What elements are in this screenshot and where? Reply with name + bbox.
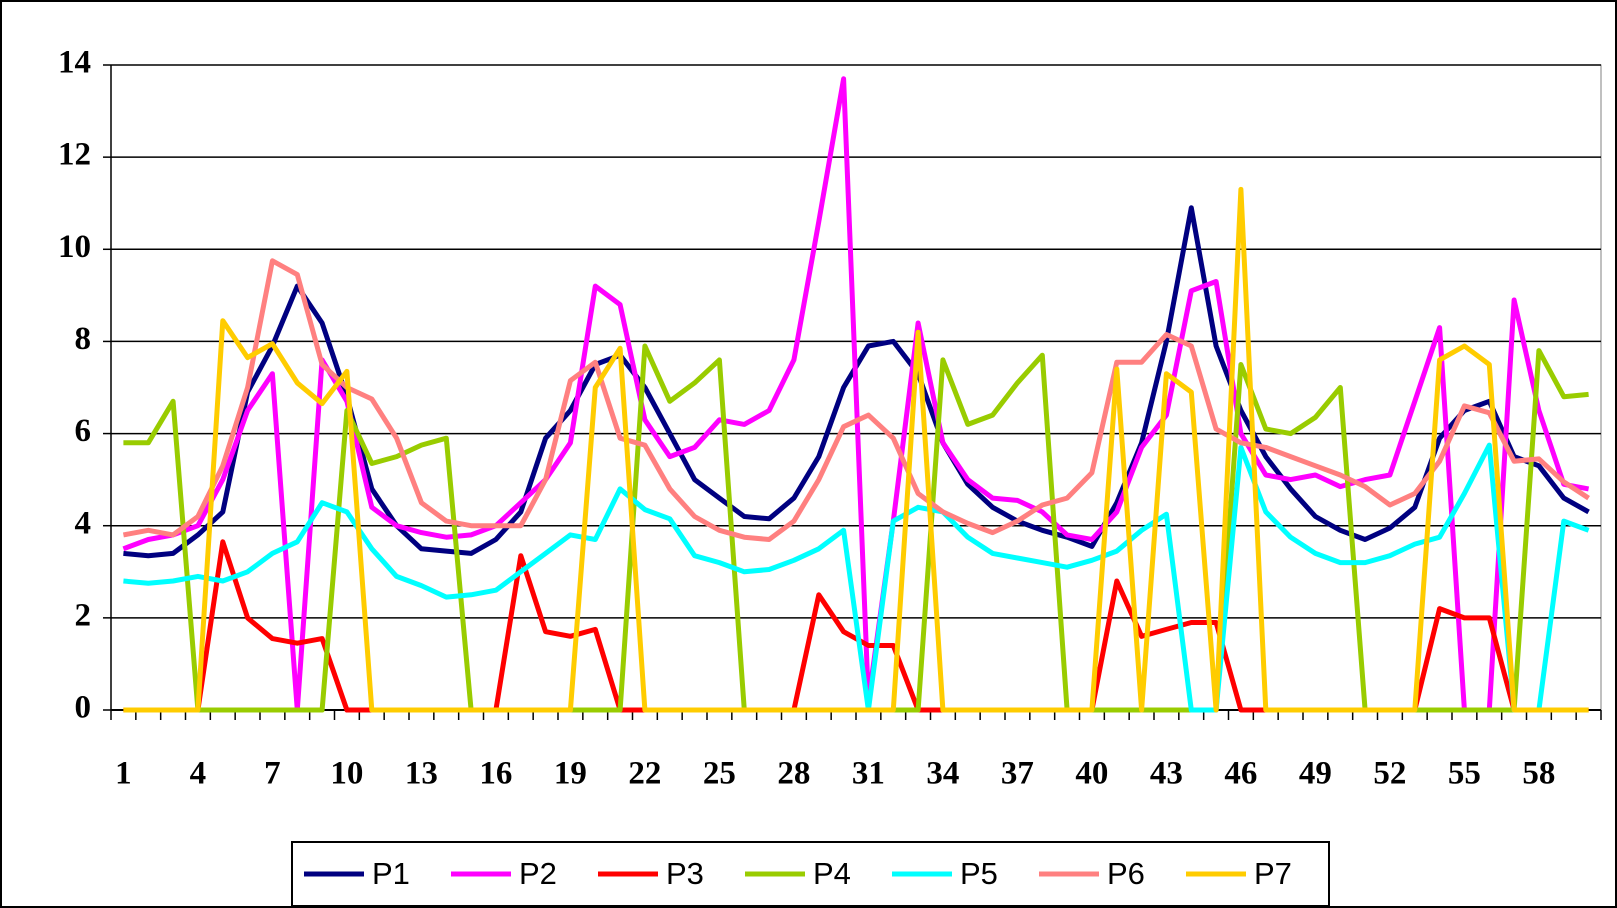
legend-label: P7 (1254, 856, 1292, 891)
x-tick-label: 10 (330, 756, 363, 792)
y-tick-label: 14 (58, 45, 91, 81)
x-tick-label: 40 (1075, 756, 1108, 792)
x-tick-label: 55 (1448, 756, 1481, 792)
legend-label: P5 (960, 856, 998, 891)
x-tick-label: 25 (703, 756, 736, 792)
x-tick-label: 52 (1373, 756, 1406, 792)
series-line (123, 186, 1589, 713)
x-tick-label: 34 (926, 756, 959, 792)
legend-label: P6 (1107, 856, 1145, 891)
x-tick-label: 7 (264, 756, 281, 792)
y-tick-label: 10 (58, 229, 91, 265)
y-tick-label: 4 (75, 505, 92, 541)
x-tick-label: 22 (628, 756, 661, 792)
legend-label: P4 (813, 856, 851, 891)
legend-box (291, 841, 1330, 907)
x-tick-label: 16 (479, 756, 512, 792)
y-tick-label: 6 (75, 413, 92, 449)
x-tick-label: 19 (554, 756, 587, 792)
y-tick-label: 12 (58, 137, 91, 173)
x-tick-label: 58 (1522, 756, 1555, 792)
y-tick-label: 0 (75, 690, 92, 726)
x-tick-label: 28 (777, 756, 810, 792)
y-tick-label: 2 (75, 597, 92, 633)
x-tick-label: 37 (1001, 756, 1034, 792)
legend-label: P1 (372, 856, 410, 891)
x-tick-label: 1 (115, 756, 132, 792)
legend-label: P3 (666, 856, 704, 891)
x-tick-label: 46 (1224, 756, 1257, 792)
series-line (123, 442, 1590, 713)
series-line (122, 258, 1590, 542)
y-tick-label: 8 (75, 321, 92, 357)
x-tick-label: 49 (1299, 756, 1332, 792)
series-line (122, 76, 1590, 713)
x-tick-label: 31 (852, 756, 885, 792)
x-tick-label: 43 (1150, 756, 1183, 792)
x-tick-label: 13 (405, 756, 438, 792)
x-tick-label: 4 (190, 756, 207, 792)
legend-label: P2 (519, 856, 557, 891)
legend: P1 P2 P3 P4 P5 P6 P7 (291, 841, 1330, 907)
